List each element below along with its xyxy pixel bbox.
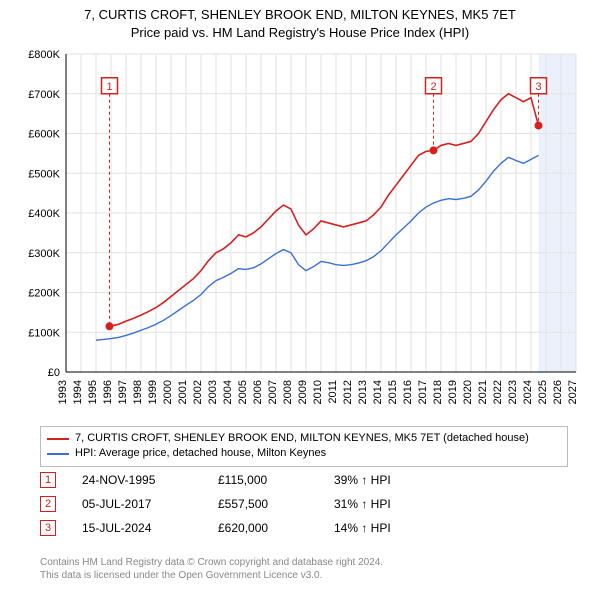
event-marker: 1 [40, 472, 56, 488]
svg-text:2010: 2010 [312, 380, 324, 404]
svg-text:2020: 2020 [462, 380, 474, 404]
event-row: 3 15-JUL-2024 £620,000 14% ↑ HPI [40, 516, 568, 540]
svg-text:2013: 2013 [357, 380, 369, 404]
legend: 7, CURTIS CROFT, SHENLEY BROOK END, MILT… [40, 426, 568, 467]
event-note: 14% ↑ HPI [334, 521, 568, 535]
svg-text:2005: 2005 [237, 380, 249, 404]
svg-text:2011: 2011 [327, 380, 339, 404]
svg-text:1995: 1995 [87, 380, 99, 404]
event-note: 39% ↑ HPI [334, 473, 568, 487]
chart-title: 7, CURTIS CROFT, SHENLEY BROOK END, MILT… [0, 0, 600, 41]
svg-text:2007: 2007 [267, 380, 279, 404]
event-marker: 3 [40, 520, 56, 536]
svg-text:2009: 2009 [297, 380, 309, 404]
legend-swatch [47, 438, 69, 440]
svg-text:£400K: £400K [28, 208, 60, 220]
svg-text:2016: 2016 [402, 380, 414, 404]
title-line-2: Price paid vs. HM Land Registry's House … [0, 24, 600, 42]
legend-label: HPI: Average price, detached house, Milt… [75, 446, 326, 461]
svg-text:2000: 2000 [162, 380, 174, 404]
event-marker: 2 [40, 496, 56, 512]
svg-text:2027: 2027 [567, 380, 579, 404]
svg-text:2015: 2015 [387, 380, 399, 404]
event-date: 15-JUL-2024 [82, 521, 192, 535]
svg-text:2017: 2017 [417, 380, 429, 404]
event-price: £620,000 [218, 521, 308, 535]
event-row: 1 24-NOV-1995 £115,000 39% ↑ HPI [40, 468, 568, 492]
event-note: 31% ↑ HPI [334, 497, 568, 511]
svg-text:£600K: £600K [28, 129, 60, 141]
event-date: 24-NOV-1995 [82, 473, 192, 487]
svg-text:2001: 2001 [177, 380, 189, 404]
svg-text:2022: 2022 [492, 380, 504, 404]
event-row: 2 05-JUL-2017 £557,500 31% ↑ HPI [40, 492, 568, 516]
svg-text:2021: 2021 [477, 380, 489, 404]
event-list: 1 24-NOV-1995 £115,000 39% ↑ HPI 2 05-JUL-201… [40, 468, 568, 540]
svg-text:2023: 2023 [507, 380, 519, 404]
svg-text:2019: 2019 [447, 380, 459, 404]
footer-line-1: Contains HM Land Registry data © Crown c… [40, 556, 383, 569]
footer-line-2: This data is licensed under the Open Gov… [40, 569, 383, 582]
svg-text:2: 2 [430, 81, 436, 93]
event-price: £115,000 [218, 473, 308, 487]
svg-text:1997: 1997 [117, 380, 129, 404]
svg-text:1: 1 [106, 81, 112, 93]
svg-text:1994: 1994 [72, 380, 84, 404]
svg-text:3: 3 [535, 81, 541, 93]
svg-text:2012: 2012 [342, 380, 354, 404]
svg-text:2018: 2018 [432, 380, 444, 404]
svg-text:£500K: £500K [28, 168, 60, 180]
svg-text:2025: 2025 [537, 380, 549, 404]
title-line-1: 7, CURTIS CROFT, SHENLEY BROOK END, MILT… [0, 6, 600, 24]
event-date: 05-JUL-2017 [82, 497, 192, 511]
svg-text:2024: 2024 [522, 380, 534, 404]
legend-item: HPI: Average price, detached house, Milt… [47, 446, 561, 461]
page: { "title": { "line1": "7, CURTIS CROFT, … [0, 0, 600, 590]
event-price: £557,500 [218, 497, 308, 511]
svg-text:£300K: £300K [28, 248, 60, 260]
svg-text:£200K: £200K [28, 288, 60, 300]
legend-item: 7, CURTIS CROFT, SHENLEY BROOK END, MILT… [47, 431, 561, 446]
chart-svg: £0 £100K £200K £300K £400K £500K £600K £700K £80… [18, 48, 582, 418]
legend-label: 7, CURTIS CROFT, SHENLEY BROOK END, MILT… [75, 431, 529, 446]
price-chart: £0 £100K £200K £300K £400K £500K £600K £700K £80… [18, 48, 582, 418]
svg-text:£100K: £100K [28, 327, 60, 339]
svg-text:2008: 2008 [282, 380, 294, 404]
svg-text:2002: 2002 [192, 380, 204, 404]
legend-swatch [47, 453, 69, 455]
svg-text:1999: 1999 [147, 380, 159, 404]
svg-text:2026: 2026 [552, 380, 564, 404]
svg-text:2014: 2014 [372, 380, 384, 404]
svg-text:2004: 2004 [222, 380, 234, 404]
svg-text:1993: 1993 [57, 380, 69, 404]
svg-text:1996: 1996 [102, 380, 114, 404]
svg-text:2003: 2003 [207, 380, 219, 404]
svg-text:£0: £0 [48, 367, 60, 379]
svg-text:2006: 2006 [252, 380, 264, 404]
footer-attribution: Contains HM Land Registry data © Crown c… [40, 556, 383, 582]
svg-text:£800K: £800K [28, 49, 60, 61]
svg-text:£700K: £700K [28, 89, 60, 101]
svg-text:1998: 1998 [132, 380, 144, 404]
